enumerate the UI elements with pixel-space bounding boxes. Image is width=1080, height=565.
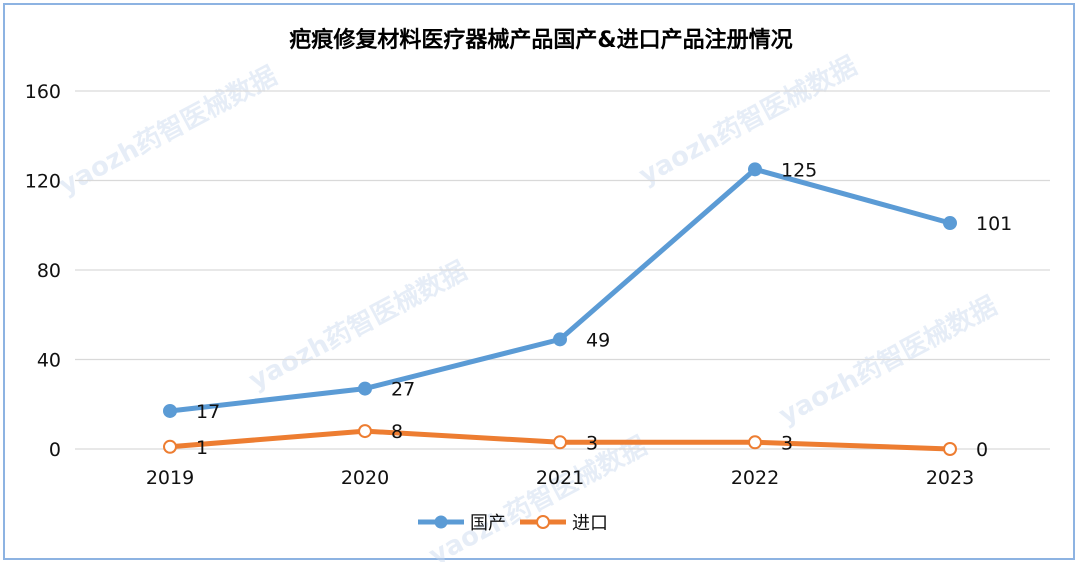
point-0-3 (748, 162, 762, 177)
y-tick-0: 0 (49, 439, 61, 461)
data-label-1-2: 3 (586, 432, 598, 454)
legend-item-0: 国产 (418, 513, 506, 534)
x-tick-2019: 2019 (146, 467, 194, 489)
point-0-2 (553, 332, 567, 347)
legend-marker-0 (434, 515, 448, 529)
data-label-0-3: 125 (781, 159, 817, 181)
data-label-1-0: 1 (196, 437, 208, 459)
data-label-1-4: 0 (976, 439, 988, 461)
x-tick-2023: 2023 (926, 467, 974, 489)
series-layer: 17 27 49 125 101 1 8 3 3 0 (163, 159, 1012, 461)
y-tick-160: 160 (25, 81, 61, 103)
legend: 国产 进口 (418, 513, 608, 534)
point-1-0 (163, 439, 177, 454)
data-label-0-4: 101 (976, 213, 1012, 235)
data-label-0-2: 49 (586, 329, 610, 351)
watermark-text-1: yaozh药智医械数据 (244, 256, 472, 396)
x-tick-2022: 2022 (731, 467, 779, 489)
series-0: 17 27 49 125 101 (163, 159, 1012, 423)
data-label-1-3: 3 (781, 432, 793, 454)
y-axis: 0 40 80 120 160 (25, 81, 61, 461)
x-tick-2021: 2021 (536, 467, 584, 489)
watermark-text-3: yaozh药智医械数据 (774, 291, 1002, 431)
point-1-2 (553, 435, 567, 450)
legend-marker-1 (536, 515, 550, 529)
point-1-3 (748, 435, 762, 450)
grid-lines (75, 90, 1050, 450)
y-tick-80: 80 (37, 260, 61, 282)
point-0-4 (943, 216, 957, 231)
y-tick-40: 40 (37, 350, 61, 372)
watermark-text-4: yaozh药智医械数据 (424, 431, 652, 562)
data-label-0-1: 27 (391, 379, 415, 401)
y-tick-120: 120 (25, 171, 61, 193)
x-tick-2020: 2020 (341, 467, 389, 489)
legend-label-1: 进口 (572, 513, 608, 534)
data-label-0-0: 17 (196, 401, 220, 423)
point-0-0 (163, 403, 177, 418)
data-label-1-1: 8 (391, 421, 403, 443)
line-chart: 疤痕修复材料医疗器械产品国产&进口产品注册情况 yaozh药智医械数据 yaozh… (25, 27, 1050, 562)
legend-item-1: 进口 (520, 513, 608, 534)
point-1-4 (943, 442, 957, 456)
series-1: 1 8 3 3 0 (163, 421, 988, 461)
watermark-layer: yaozh药智医械数据yaozh药智医械数据yaozh药智医械数据yaozh药智… (54, 51, 1002, 562)
point-1-1 (358, 424, 372, 439)
chart-frame: 疤痕修复材料医疗器械产品国产&进口产品注册情况 yaozh药智医械数据 yaozh… (3, 3, 1075, 562)
chart-title: 疤痕修复材料医疗器械产品国产&进口产品注册情况 (289, 27, 792, 53)
legend-label-0: 国产 (470, 513, 506, 534)
x-axis: 2019 2020 2021 2022 2023 (146, 467, 974, 489)
point-0-1 (358, 381, 372, 396)
